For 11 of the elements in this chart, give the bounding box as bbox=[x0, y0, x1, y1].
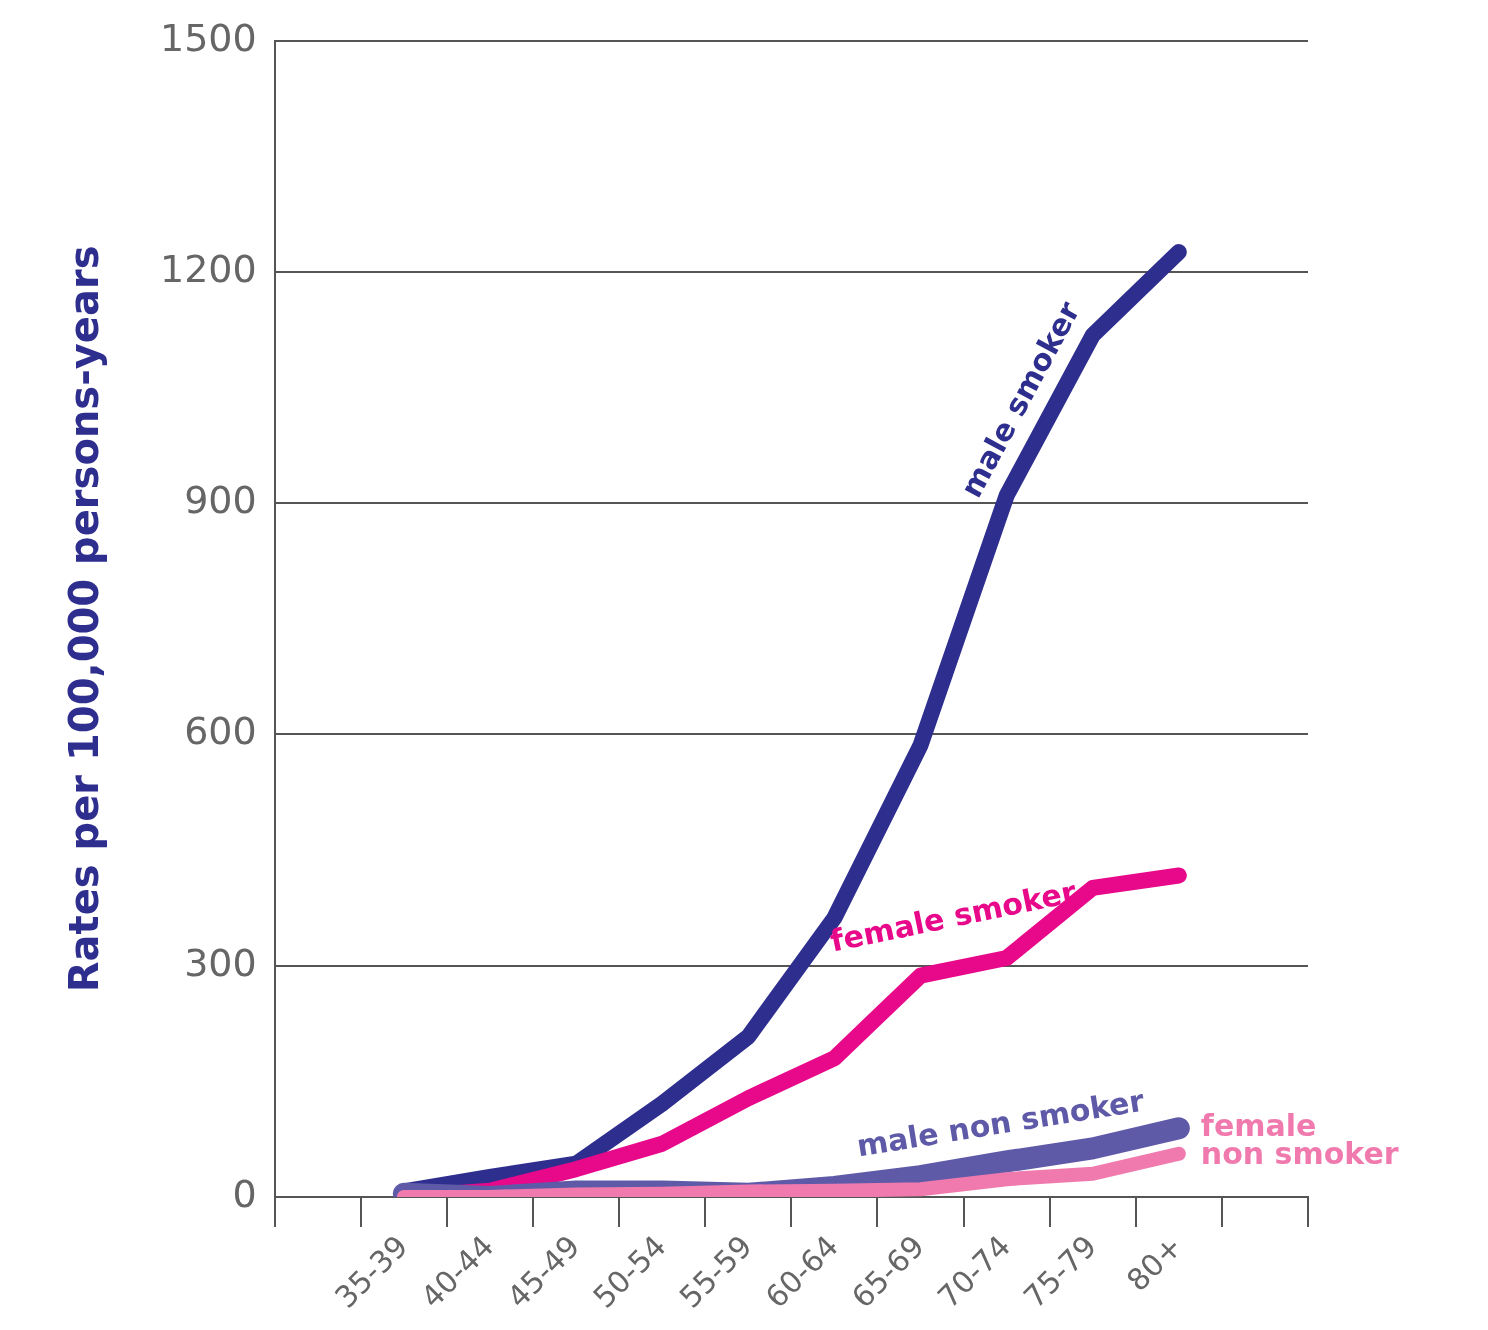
y-axis-title: Rates per 100,000 persons-years bbox=[61, 245, 108, 993]
y-tick-label: 1200 bbox=[159, 246, 257, 291]
y-tick-label: 0 bbox=[232, 1171, 257, 1216]
y-tick-label: 300 bbox=[184, 940, 257, 985]
text: female smoker bbox=[827, 873, 1080, 959]
y-tick-label: 600 bbox=[184, 709, 257, 754]
x-tick-label: 80+ bbox=[1119, 1228, 1190, 1298]
text: male non smoker bbox=[854, 1082, 1147, 1164]
y-tick-label: 1500 bbox=[159, 15, 257, 60]
y-tick-label: 900 bbox=[184, 478, 257, 523]
series-label: female non smoker bbox=[1200, 1107, 1399, 1171]
